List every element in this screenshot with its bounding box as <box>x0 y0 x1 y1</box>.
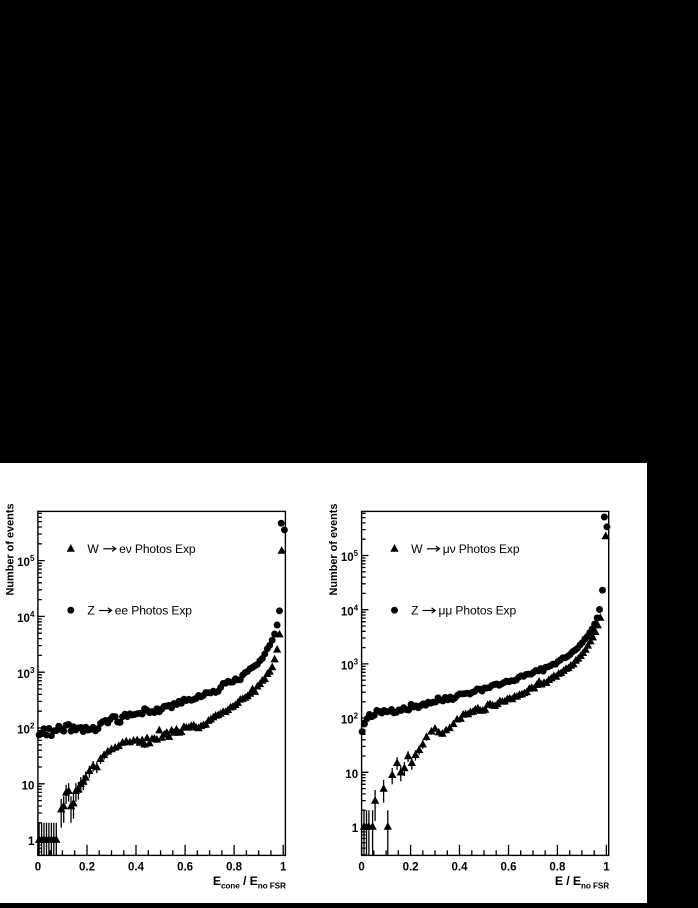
svg-text:0.6: 0.6 <box>177 862 193 874</box>
svg-text:0: 0 <box>358 862 364 874</box>
svg-text:1: 1 <box>352 823 359 835</box>
svg-text:0.2: 0.2 <box>403 862 419 874</box>
svg-text:W: W <box>411 542 423 556</box>
svg-text:W: W <box>87 542 99 556</box>
svg-text:0: 0 <box>35 862 41 874</box>
svg-text:1: 1 <box>280 862 287 874</box>
svg-text:1: 1 <box>603 862 610 874</box>
svg-text:μν Photos Exp: μν Photos Exp <box>443 542 520 556</box>
svg-text:ee Photos Exp: ee Photos Exp <box>115 604 192 618</box>
svg-text:0.8: 0.8 <box>226 862 243 874</box>
svg-text:μμ Photos Exp: μμ Photos Exp <box>439 604 517 618</box>
svg-text:0.4: 0.4 <box>128 862 145 874</box>
svg-text:eν Photos Exp: eν Photos Exp <box>119 542 196 556</box>
svg-text:0.8: 0.8 <box>549 862 566 874</box>
svg-text:10: 10 <box>345 769 358 781</box>
svg-text:0.6: 0.6 <box>501 862 517 874</box>
svg-text:Number of events: Number of events <box>4 504 16 596</box>
svg-text:Z: Z <box>411 604 419 618</box>
svg-text:1: 1 <box>28 836 35 848</box>
svg-text:0.2: 0.2 <box>79 862 95 874</box>
svg-text:10: 10 <box>22 780 35 792</box>
svg-text:Number of events: Number of events <box>328 504 340 596</box>
svg-text:Z: Z <box>87 604 95 618</box>
svg-text:0.4: 0.4 <box>452 862 469 874</box>
svg-text:Econe / Eno FSR: Econe / Eno FSR <box>213 874 286 891</box>
